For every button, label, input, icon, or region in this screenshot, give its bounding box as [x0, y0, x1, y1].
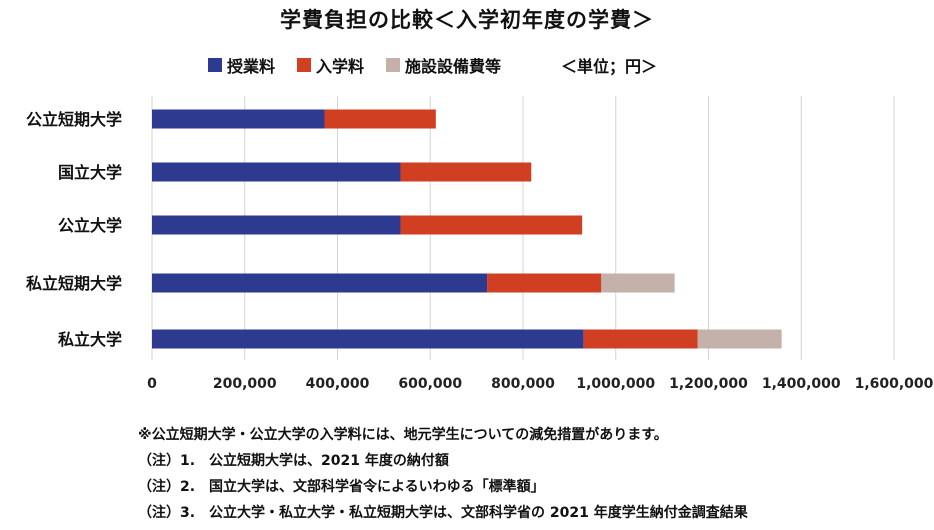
bar-segment: [152, 162, 401, 182]
category-label: 公立大学: [58, 216, 122, 235]
x-tick-label: 800,000: [491, 376, 555, 392]
footnote-1: （注）1. 公立短期大学は、2021 年度の納付額: [138, 453, 449, 469]
bar-segment: [487, 273, 602, 293]
chart-title: 学費負担の比較＜入学初年度の学費＞: [280, 8, 654, 32]
x-tick-label: 1,400,000: [762, 376, 841, 392]
bar-segment: [152, 273, 488, 293]
chart-legend: 授業料 入学料 施設設備費等 ＜単位；円＞: [208, 54, 657, 76]
bar-segment: [400, 215, 583, 235]
x-tick-label: 1,000,000: [576, 376, 655, 392]
legend-item-facilities: 施設設備費等: [386, 53, 501, 77]
footnotes: ※公立短期大学・公立大学の入学料には、地元学生についての減免措置があります。 （…: [138, 426, 748, 530]
x-tick-label: 1,200,000: [669, 376, 748, 392]
bar-segment: [601, 273, 675, 293]
unit-label: ＜単位；円＞: [561, 57, 658, 76]
x-tick-label: 1,600,000: [855, 376, 934, 392]
x-tick-label: 200,000: [213, 376, 277, 392]
x-tick-label: 600,000: [398, 376, 462, 392]
x-tick-label: 0: [147, 376, 157, 392]
legend-swatch-admission: [297, 58, 312, 72]
bar-segment: [583, 329, 698, 349]
legend-item-tuition: 授業料: [208, 53, 275, 77]
footnote-2: （注）2. 国立大学は、文部科学省令によるいわゆる「標準額」: [138, 479, 545, 495]
legend-label-facilities: 施設設備費等: [405, 57, 502, 76]
category-label: 私立短期大学: [26, 274, 122, 293]
legend-swatch-tuition: [208, 58, 222, 72]
footnote-3: （注）3. 公立大学・私立大学・私立短期大学は、文部科学省の 2021 年度学生…: [138, 505, 748, 521]
legend-label-admission: 入学料: [316, 57, 365, 76]
legend-label-tuition: 授業料: [227, 57, 276, 76]
footnote-0: ※公立短期大学・公立大学の入学料には、地元学生についての減免措置があります。: [138, 427, 668, 443]
x-tick-label: 400,000: [306, 376, 370, 392]
bar-segment: [697, 329, 782, 349]
bar-segment: [400, 162, 532, 182]
legend-item-admission: 入学料: [297, 53, 364, 77]
bar-chart: 0 200,000 400,000 600,000 800,000 1,000,000 1,…: [26, 96, 934, 392]
bar-segment: [152, 215, 401, 235]
bar-segment: [152, 109, 325, 129]
bar-segment: [324, 109, 436, 129]
category-label: 国立大学: [58, 163, 122, 182]
legend-swatch-facilities: [386, 58, 401, 72]
bar-segment: [152, 329, 584, 349]
category-label: 私立大学: [58, 330, 122, 349]
category-label: 公立短期大学: [26, 110, 122, 129]
